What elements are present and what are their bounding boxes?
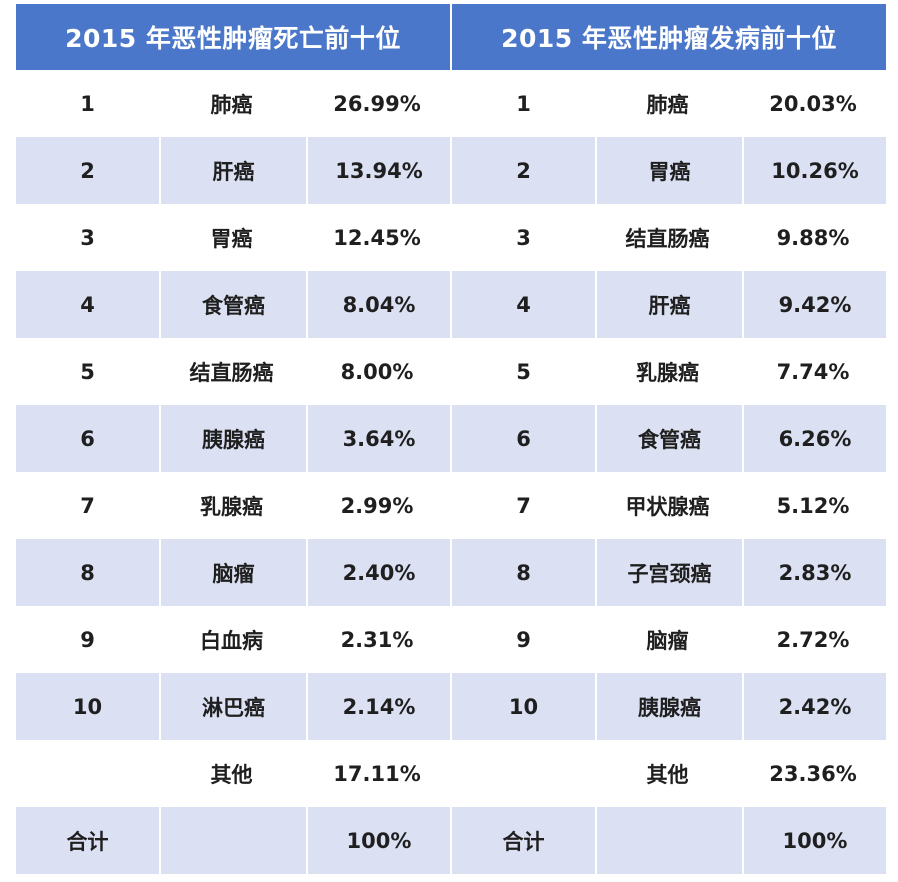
incidence-cancer: 甲状腺癌 — [625, 494, 710, 519]
mortality-rank: 8 — [16, 539, 161, 606]
table-row: 7 乳腺癌 2.99% 7 甲状腺癌 5.12% — [16, 472, 886, 539]
incidence-rank: 5 — [516, 359, 531, 384]
incidence-rank: 9 — [516, 627, 531, 652]
table-row: 2 肝癌 13.94% 2 胃癌 10.26% — [16, 137, 886, 204]
incidence-percent: 6.26% — [744, 405, 886, 472]
incidence-cancer: 乳腺癌 — [636, 360, 699, 385]
incidence-cancer: 其他 — [646, 762, 689, 787]
mortality-cancer: 胰腺癌 — [161, 405, 308, 472]
incidence-cancer: 胰腺癌 — [597, 673, 744, 740]
mortality-rank: 9 — [80, 627, 95, 652]
mortality-rank: 1 — [80, 91, 95, 116]
mortality-cancer: 淋巴癌 — [161, 673, 308, 740]
incidence-percent: 23.36% — [769, 761, 857, 786]
incidence-percent: 2.83% — [744, 539, 886, 606]
mortality-percent: 2.99% — [340, 493, 414, 518]
mortality-cancer: 乳腺癌 — [200, 494, 263, 519]
incidence-total-label: 合计 — [452, 807, 597, 874]
mortality-cancer: 肺癌 — [210, 92, 253, 117]
incidence-percent: 2.42% — [744, 673, 886, 740]
mortality-percent: 17.11% — [333, 761, 421, 786]
incidence-percent: 9.88% — [776, 225, 850, 250]
table-row: 3 胃癌 12.45% 3 结直肠癌 9.88% — [16, 204, 886, 271]
table-row: 9 白血病 2.31% 9 脑瘤 2.72% — [16, 606, 886, 673]
incidence-rank — [452, 740, 595, 807]
mortality-cancer: 其他 — [210, 762, 253, 787]
mortality-cancer: 结直肠癌 — [189, 360, 274, 385]
incidence-rank: 2 — [452, 137, 597, 204]
incidence-percent: 20.03% — [769, 91, 857, 116]
incidence-cancer: 肺癌 — [646, 92, 689, 117]
mortality-percent: 13.94% — [308, 137, 450, 204]
mortality-rank: 2 — [16, 137, 161, 204]
incidence-percent: 7.74% — [776, 359, 850, 384]
table-row: 4 食管癌 8.04% 4 肝癌 9.42% — [16, 271, 886, 338]
table-row: 1 肺癌 26.99% 1 肺癌 20.03% — [16, 70, 886, 137]
table-row: 5 结直肠癌 8.00% 5 乳腺癌 7.74% — [16, 338, 886, 405]
cancer-ranking-table: 2015 年恶性肿瘤死亡前十位 2015 年恶性肿瘤发病前十位 1 肺癌 26.99… — [16, 4, 886, 874]
mortality-rank: 7 — [80, 493, 95, 518]
mortality-rank: 5 — [80, 359, 95, 384]
incidence-cancer: 子宫颈癌 — [597, 539, 744, 606]
table-row: 8 脑瘤 2.40% 8 子宫颈癌 2.83% — [16, 539, 886, 606]
incidence-rank: 6 — [452, 405, 597, 472]
table-row-total: 合计 100% 合计 100% — [16, 807, 886, 874]
table-row: 6 胰腺癌 3.64% 6 食管癌 6.26% — [16, 405, 886, 472]
incidence-rank: 7 — [516, 493, 531, 518]
mortality-cancer: 脑瘤 — [161, 539, 308, 606]
table-row: 10 淋巴癌 2.14% 10 胰腺癌 2.42% — [16, 673, 886, 740]
mortality-rank: 6 — [16, 405, 161, 472]
mortality-percent: 26.99% — [333, 91, 421, 116]
incidence-cancer — [597, 807, 744, 874]
table-header-row: 2015 年恶性肿瘤死亡前十位 2015 年恶性肿瘤发病前十位 — [16, 4, 886, 70]
table-row-other: 其他 17.11% 其他 23.36% — [16, 740, 886, 807]
mortality-rank — [16, 740, 159, 807]
incidence-percent: 5.12% — [776, 493, 850, 518]
mortality-percent: 2.40% — [308, 539, 450, 606]
mortality-rank: 10 — [16, 673, 161, 740]
mortality-cancer: 胃癌 — [210, 226, 253, 251]
incidence-rank: 1 — [516, 91, 531, 116]
mortality-percent: 2.14% — [308, 673, 450, 740]
incidence-total-percent: 100% — [744, 807, 886, 874]
incidence-cancer: 肝癌 — [597, 271, 744, 338]
incidence-rank: 3 — [516, 225, 531, 250]
incidence-cancer: 食管癌 — [597, 405, 744, 472]
incidence-rank: 10 — [452, 673, 597, 740]
mortality-total-label: 合计 — [16, 807, 161, 874]
mortality-rank: 3 — [80, 225, 95, 250]
mortality-cancer: 食管癌 — [161, 271, 308, 338]
incidence-rank: 4 — [452, 271, 597, 338]
incidence-cancer: 胃癌 — [597, 137, 744, 204]
mortality-percent: 12.45% — [333, 225, 421, 250]
incidence-cancer: 脑瘤 — [646, 628, 689, 653]
mortality-percent: 3.64% — [308, 405, 450, 472]
mortality-header: 2015 年恶性肿瘤死亡前十位 — [16, 4, 452, 70]
mortality-cancer: 肝癌 — [161, 137, 308, 204]
mortality-rank: 4 — [16, 271, 161, 338]
mortality-total-percent: 100% — [308, 807, 450, 874]
mortality-percent: 8.04% — [308, 271, 450, 338]
incidence-percent: 9.42% — [744, 271, 886, 338]
incidence-cancer: 结直肠癌 — [625, 226, 710, 251]
incidence-header: 2015 年恶性肿瘤发病前十位 — [452, 4, 886, 70]
mortality-percent: 2.31% — [340, 627, 414, 652]
mortality-percent: 8.00% — [340, 359, 414, 384]
mortality-cancer: 白血病 — [200, 628, 263, 653]
incidence-percent: 2.72% — [776, 627, 850, 652]
incidence-rank: 8 — [452, 539, 597, 606]
mortality-cancer — [161, 807, 308, 874]
incidence-percent: 10.26% — [744, 137, 886, 204]
